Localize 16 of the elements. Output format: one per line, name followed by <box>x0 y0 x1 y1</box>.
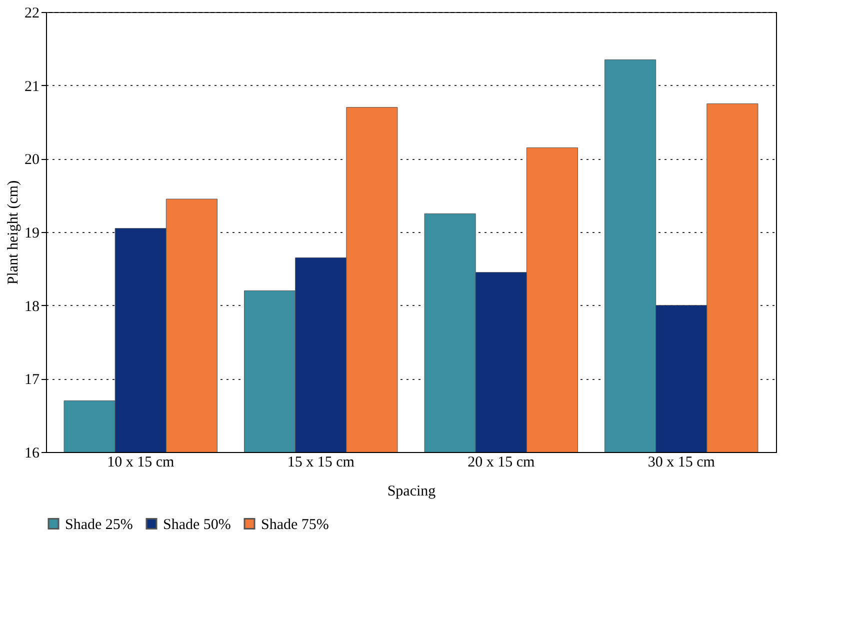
x-tick-label: 15 x 15 cm <box>287 454 355 470</box>
y-tick-label: 19 <box>24 226 40 242</box>
x-axis-title: Spacing <box>387 484 436 500</box>
y-tick-label: 22 <box>24 6 40 22</box>
y-axis-title: Plant height (cm) <box>6 180 22 285</box>
y-tick-label: 16 <box>24 446 40 462</box>
y-tick-label: 21 <box>24 78 40 95</box>
legend-label: Shade 25% <box>65 516 133 533</box>
y-tick-label: 17 <box>24 372 40 388</box>
x-tick-label: 30 x 15 cm <box>648 454 716 470</box>
legend-label: Shade 75% <box>261 516 329 533</box>
y-tick-label: 20 <box>24 152 40 168</box>
x-tick-label: 10 x 15 cm <box>107 454 174 470</box>
x-tick-label: 20 x 15 cm <box>468 454 535 470</box>
y-tick-label: 18 <box>24 298 40 315</box>
legend-label: Shade 50% <box>163 516 231 533</box>
